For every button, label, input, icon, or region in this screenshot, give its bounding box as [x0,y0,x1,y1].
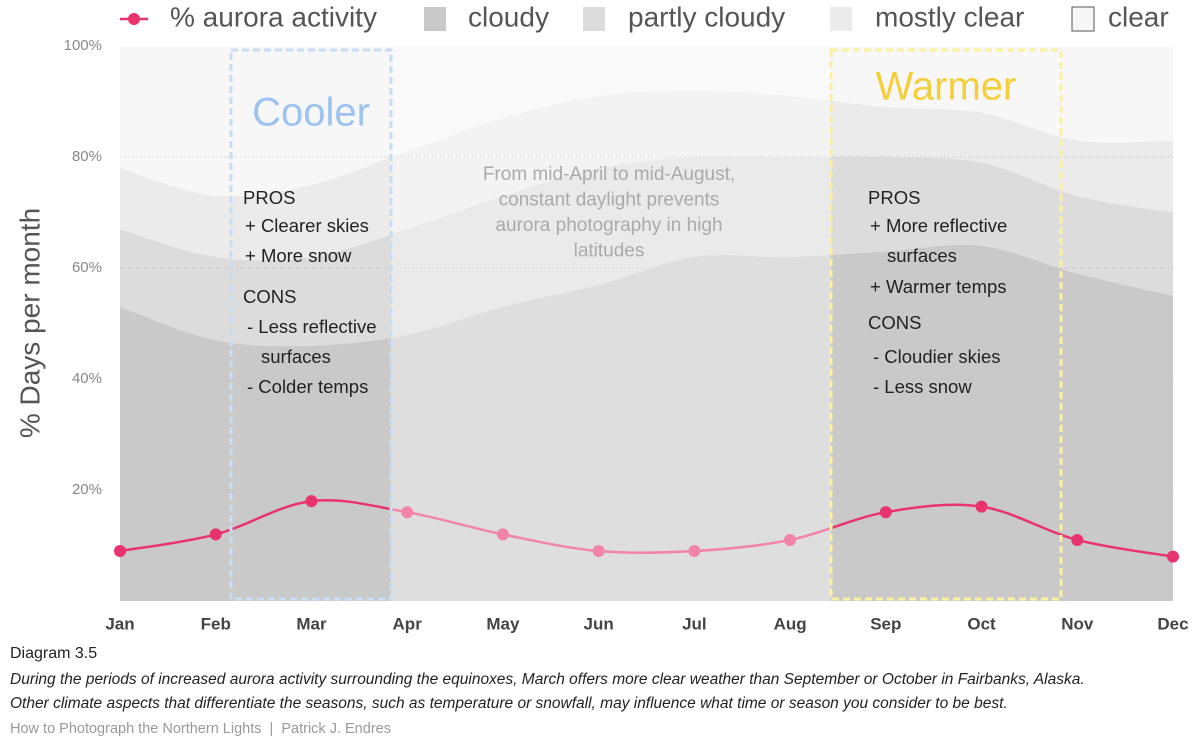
legend-marker [424,7,446,31]
y-tick-label: 40% [72,370,102,387]
y-tick-label: 80% [72,148,102,165]
line [119,499,1174,558]
x-tick-label: Aug [774,614,807,633]
x-tick-label: Jun [584,614,614,633]
x-tick-label: Jul [682,614,707,633]
legend-label: clear [1108,1,1169,32]
y-axis-label: % Days per month [14,208,45,438]
cooler-title: Cooler [252,91,370,135]
cooler-line: - Colder temps [247,376,368,397]
caption: Other climate aspects that differentiate… [10,695,1008,712]
note-line: constant daylight prevents [499,190,720,211]
legend-label: % aurora activity [170,1,377,32]
cooler-line: CONS [243,286,296,307]
area [120,46,1173,197]
point [496,528,509,541]
x-tick-label: Jan [105,614,134,633]
cooler-line: + More snow [245,245,352,266]
x-tick-label: Sep [870,614,901,633]
legend-marker [830,7,852,31]
area [120,90,1173,261]
warmer-line: CONS [868,312,921,333]
cooler-line: PROS [243,187,295,208]
legend-marker [1071,6,1095,32]
note-line: From mid-April to mid-August, [483,164,735,185]
point [305,495,318,508]
y-tick-label: 100% [64,37,102,54]
x-tick-label: Mar [296,614,327,633]
point [1167,550,1179,563]
legend-label: partly cloudy [628,1,785,32]
legend-label: cloudy [468,1,549,32]
area [120,244,1173,601]
cooler-box [229,48,393,601]
cooler-line: - Less reflective [247,316,377,337]
point [114,545,126,558]
point [975,500,988,513]
point [209,528,222,541]
area [120,156,1173,347]
x-tick-label: Dec [1157,614,1188,633]
point [688,545,701,558]
figure-label: Diagram 3.5 [10,645,97,662]
y-tick-label: 60% [72,259,102,276]
warmer-line: + More reflective [870,215,1007,236]
warmer-line: - Less snow [873,376,972,397]
y-tick-label: 20% [72,481,102,498]
warmer-line: - Cloudier skies [873,346,1001,367]
cooler-line: + Clearer skies [245,215,369,236]
areas [120,46,1173,601]
x-tick-label: Feb [201,614,231,633]
legend-marker [583,7,605,31]
warmer-title: Warmer [876,65,1017,109]
x-tick-label: Apr [393,614,423,633]
point [1071,533,1084,546]
warmer-box [829,48,1063,601]
warmer-line: surfaces [887,245,957,266]
note-line: aurora photography in high [495,215,722,236]
point [592,545,605,558]
x-tick-label: Oct [967,614,996,633]
point [879,506,892,519]
note-line: latitudes [574,241,645,262]
cooler-line: surfaces [261,346,331,367]
x-tick-label: Nov [1061,614,1094,633]
point [784,533,797,546]
legend-label: mostly clear [875,1,1024,32]
point [401,506,414,519]
daylight-wash [391,46,831,601]
source: How to Photograph the Northern Lights | … [10,721,391,737]
caption: During the periods of increased aurora a… [10,671,1085,688]
legend-marker [128,13,140,25]
warmer-line: PROS [868,187,920,208]
warmer-line: + Warmer temps [870,276,1007,297]
x-tick-label: May [486,614,520,633]
